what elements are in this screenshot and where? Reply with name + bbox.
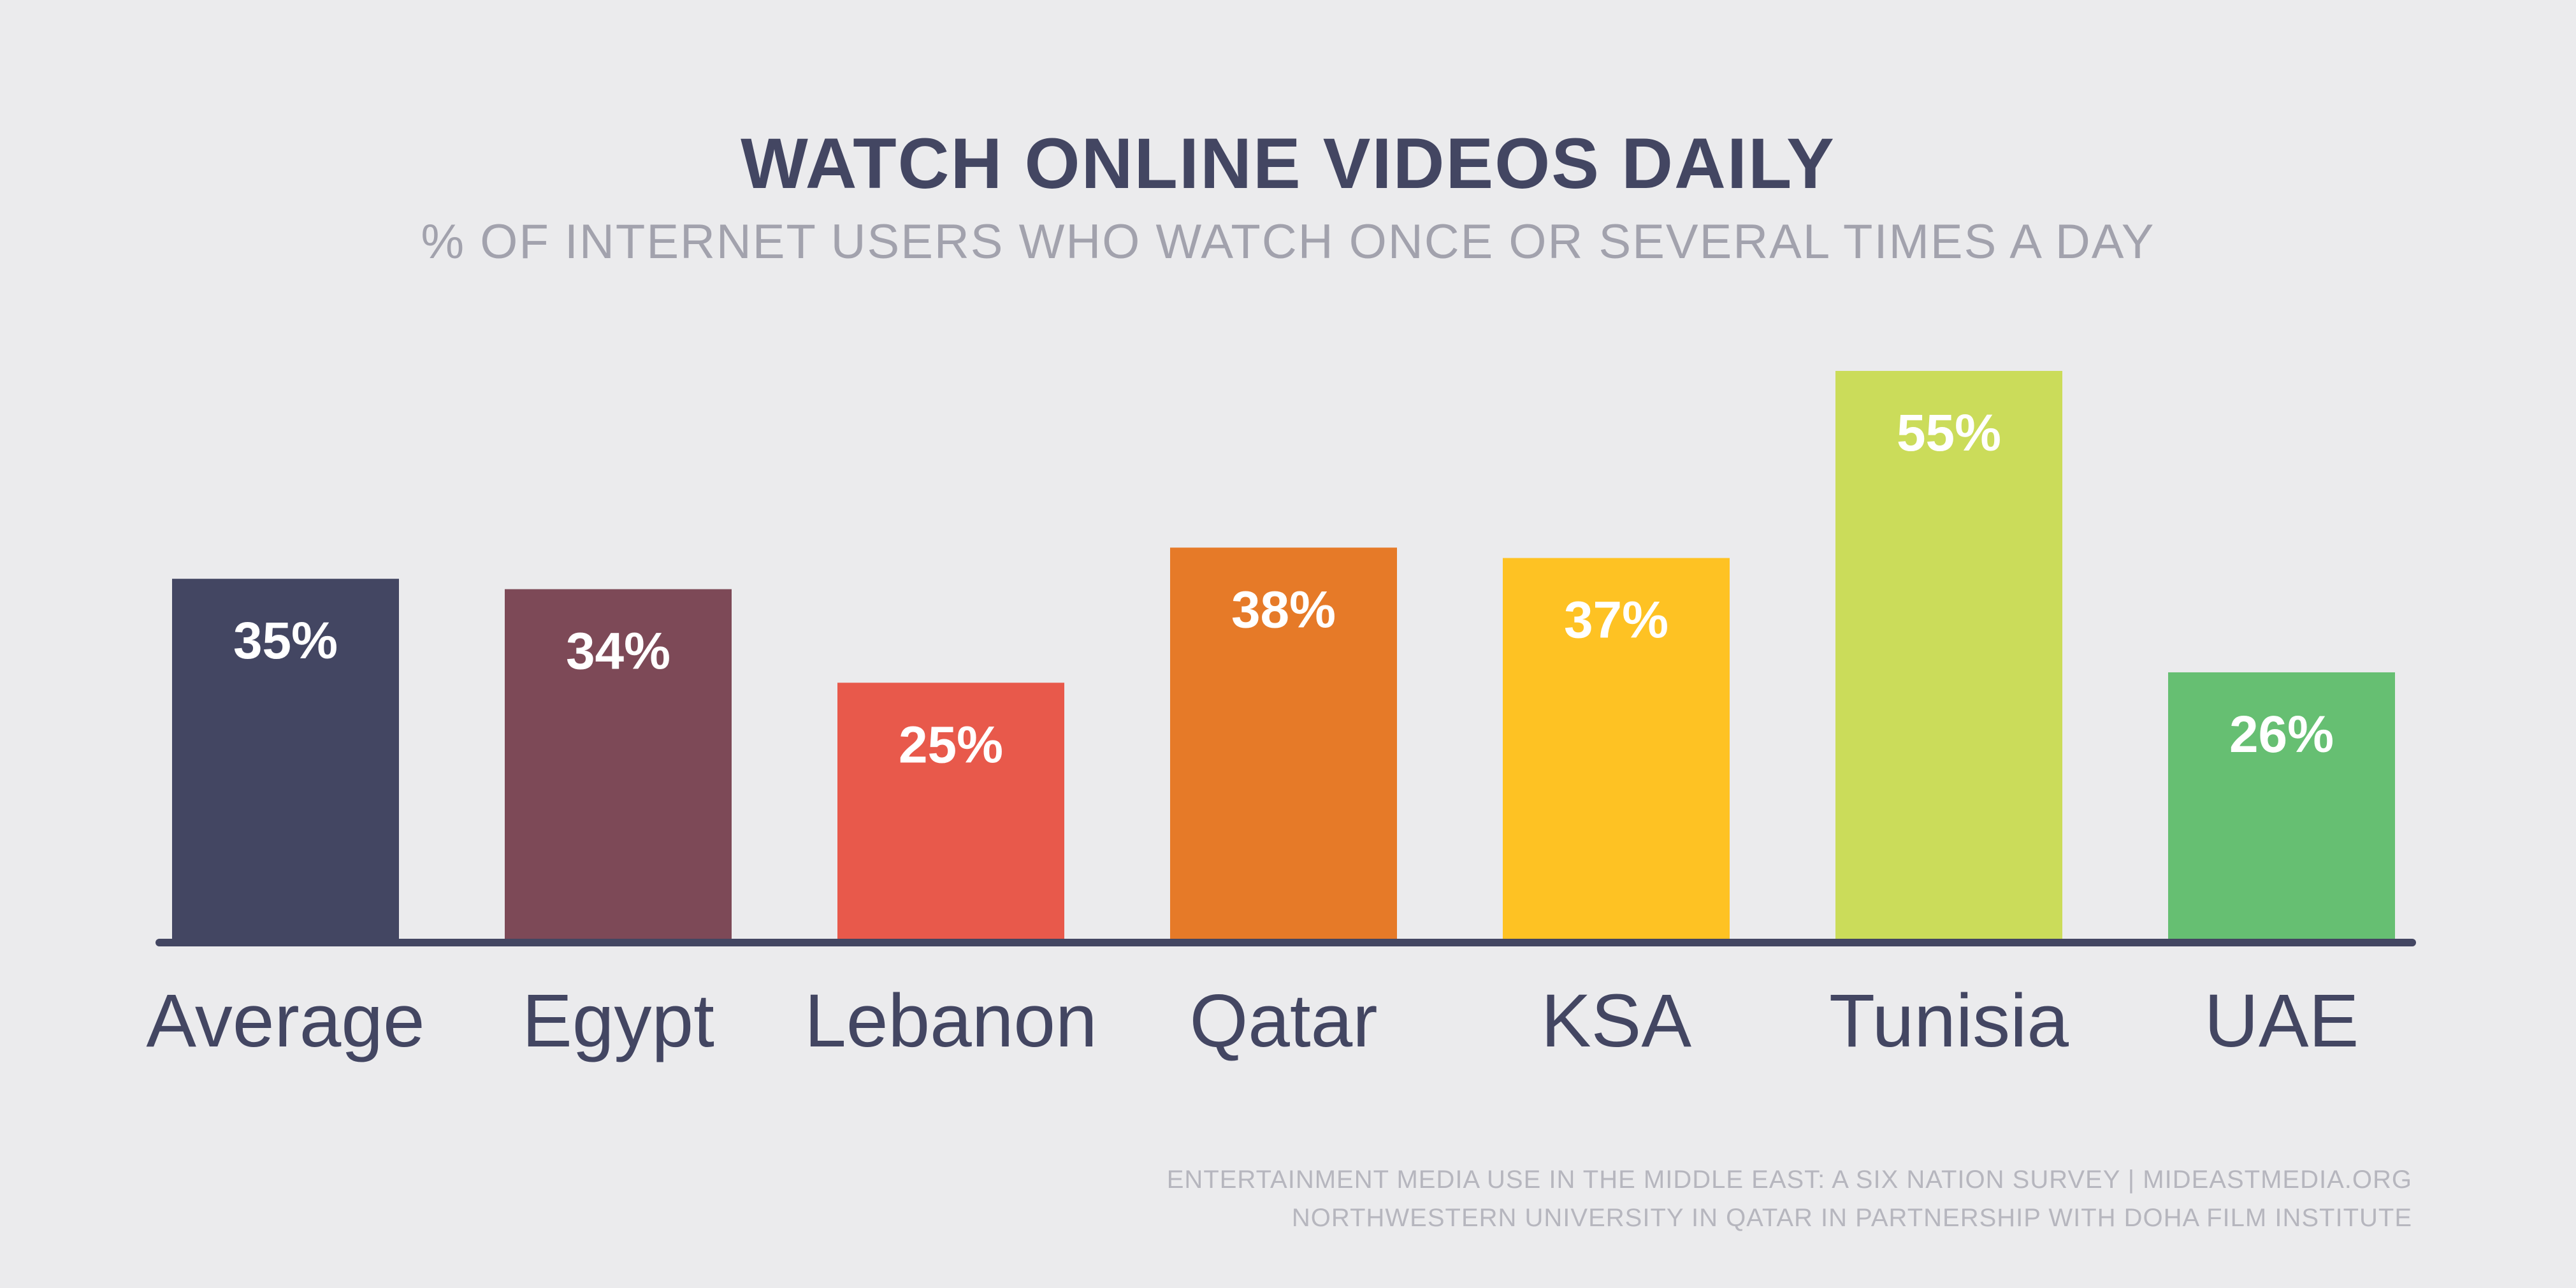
category-label-tunisia: Tunisia	[1829, 979, 2069, 1063]
category-label-average: Average	[146, 979, 424, 1063]
bars-group	[172, 371, 2395, 943]
value-label-average: 35%	[233, 612, 338, 670]
source-line-1: ENTERTAINMENT MEDIA USE IN THE MIDDLE EA…	[1167, 1166, 2412, 1194]
category-label-qatar: Qatar	[1189, 979, 1377, 1063]
value-label-qatar: 38%	[1231, 581, 1336, 639]
bar-tunisia	[1835, 371, 2062, 943]
category-labels-group: Average Egypt Lebanon Qatar KSA Tunisia UAE	[146, 979, 2359, 1063]
category-label-egypt: Egypt	[522, 979, 714, 1063]
value-label-ksa: 37%	[1564, 591, 1668, 649]
chart-subtitle: % OF INTERNET USERS WHO WATCH ONCE OR SE…	[421, 215, 2155, 269]
category-label-lebanon: Lebanon	[804, 979, 1097, 1063]
category-label-ksa: KSA	[1541, 979, 1691, 1063]
category-label-uae: UAE	[2204, 979, 2359, 1063]
bar-average	[172, 579, 399, 943]
value-label-tunisia: 55%	[1897, 404, 2001, 462]
value-label-uae: 26%	[2229, 706, 2334, 763]
bar-ksa	[1503, 558, 1730, 943]
value-label-lebanon: 25%	[899, 716, 1003, 774]
value-labels-group: 35% 34% 25% 38% 37% 55% 26%	[233, 404, 2334, 774]
value-label-egypt: 34%	[566, 622, 670, 680]
bar-egypt	[505, 589, 732, 943]
source-line-2: NORTHWESTERN UNIVERSITY IN QATAR IN PART…	[1292, 1204, 2412, 1232]
bar-uae	[2168, 672, 2395, 943]
bar-qatar	[1170, 547, 1397, 943]
bar-lebanon	[837, 683, 1064, 943]
chart-title: WATCH ONLINE VIDEOS DAILY	[741, 124, 1835, 203]
